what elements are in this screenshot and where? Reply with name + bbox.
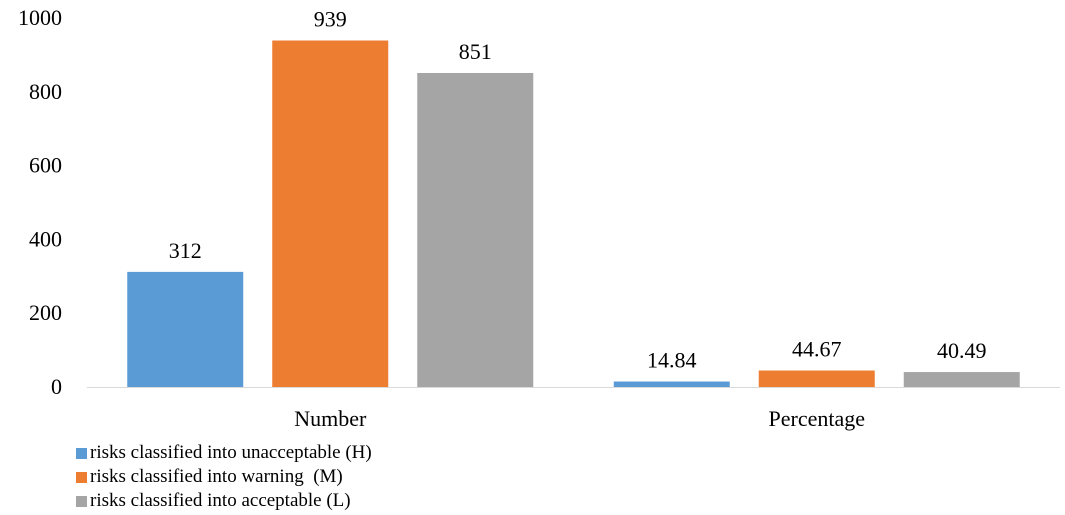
data-label: 40.49 <box>937 338 987 363</box>
y-tick-label: 200 <box>29 300 62 325</box>
y-tick-label: 600 <box>29 153 62 178</box>
legend-swatch <box>76 495 87 507</box>
bar <box>417 72 534 387</box>
legend-item: risks classified into warning (M) <box>76 465 372 489</box>
x-category-label: Number <box>294 406 367 431</box>
y-tick-label: 1000 <box>18 5 62 30</box>
y-tick-label: 400 <box>29 226 62 251</box>
bar <box>127 271 244 387</box>
legend-label: risks classified into acceptable (L) <box>90 490 351 511</box>
data-label: 939 <box>314 7 347 32</box>
legend-swatch <box>76 471 87 483</box>
legend-swatch <box>76 447 87 459</box>
bar <box>272 40 389 387</box>
x-category-label: Percentage <box>769 406 866 431</box>
legend-label: risks classified into unacceptable (H) <box>90 442 372 463</box>
legend-label: risks classified into warning (M) <box>90 466 343 487</box>
bar <box>903 372 1020 387</box>
bar <box>758 370 875 387</box>
data-label: 14.84 <box>647 348 697 373</box>
y-tick-label: 0 <box>51 374 62 399</box>
y-tick-label: 800 <box>29 79 62 104</box>
legend-item: risks classified into unacceptable (H) <box>76 441 372 465</box>
legend-item: risks classified into acceptable (L) <box>76 489 372 513</box>
data-label: 851 <box>459 39 492 64</box>
data-label: 44.67 <box>792 337 842 362</box>
bar <box>613 381 730 387</box>
data-label: 312 <box>169 238 202 263</box>
chart-legend: risks classified into unacceptable (H) ri… <box>76 441 372 513</box>
